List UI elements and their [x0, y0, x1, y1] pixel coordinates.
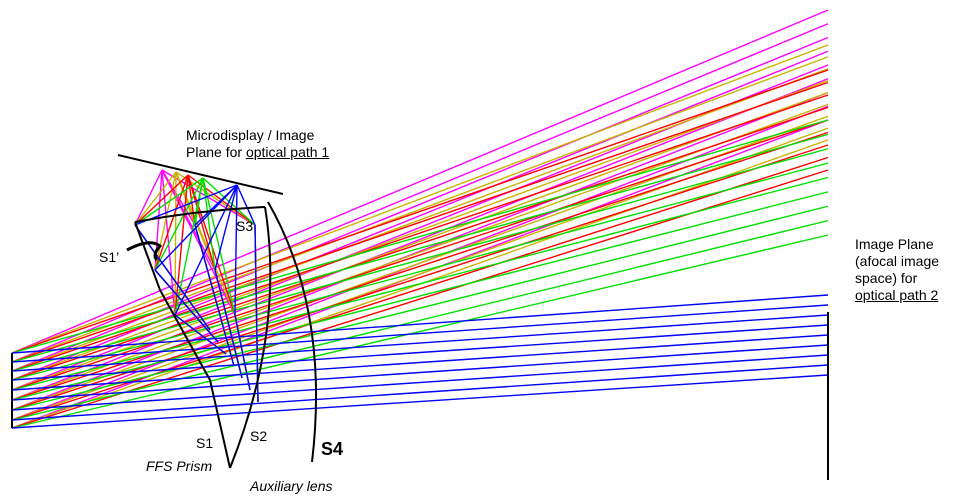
- s1-label: S1: [196, 435, 214, 451]
- ray-display-fold: [194, 224, 235, 367]
- image-plane-label-line1: Image Plane: [855, 236, 934, 252]
- ray-far-2: [11, 131, 829, 401]
- ray-display-fan: [134, 171, 177, 226]
- ray-display-fan: [134, 177, 204, 226]
- ray-far-0: [11, 50, 829, 381]
- s2-label: S2: [250, 428, 268, 444]
- ray-far-1: [11, 44, 829, 354]
- ray-display-fan: [194, 184, 238, 226]
- image-plane-label-line3: space) for: [855, 270, 918, 286]
- ray-far-blue: [11, 294, 829, 354]
- optical-path-1-link: optical path 1: [245, 144, 330, 160]
- ray-display-fan: [174, 174, 189, 316]
- far-field-rays: [11, 9, 829, 429]
- ray-display-fan: [174, 184, 238, 316]
- ray-display-fold: [254, 224, 259, 403]
- ray-far-blue: [11, 374, 829, 429]
- prism-surface-s3: [134, 206, 266, 223]
- ray-display-fan: [134, 169, 163, 226]
- s3-label: S3: [236, 218, 254, 234]
- ray-far-3: [11, 133, 829, 363]
- ray-far-2: [11, 119, 829, 391]
- ray-far-0: [11, 91, 829, 411]
- ray-display-fold: [174, 314, 227, 355]
- auxiliary-lens-label: Auxiliary lens: [250, 478, 333, 494]
- s1-prime-marker: [126, 241, 163, 262]
- ray-display-fan: [202, 177, 216, 271]
- ray-far-3: [11, 219, 829, 421]
- lens-surfaces: [11, 154, 829, 480]
- ffs-prism-label: FFS Prism: [146, 458, 213, 474]
- ray-far-3: [11, 148, 829, 372]
- ray-far-2: [11, 81, 829, 363]
- prism-surface-s1: [134, 221, 231, 469]
- ray-display-fan: [214, 184, 238, 271]
- ray-far-blue: [11, 324, 829, 381]
- ray-far-3: [11, 205, 829, 411]
- auxiliary-lens-surface: [267, 201, 318, 463]
- ray-display-fan: [202, 177, 236, 316]
- ray-display-fan: [174, 171, 177, 316]
- ray-far-3: [11, 234, 829, 429]
- ray-far-1: [11, 79, 829, 381]
- ray-display-fan: [154, 177, 204, 271]
- ray-display-fan: [134, 174, 189, 226]
- ray-display-fan: [234, 184, 238, 316]
- ray-display-fan: [161, 169, 256, 226]
- ray-display-fold: [214, 269, 243, 379]
- ray-display-fan: [154, 171, 177, 271]
- optical-path-2-link: optical path 2: [855, 287, 939, 303]
- ray-far-blue: [11, 344, 829, 401]
- ray-far-3: [11, 191, 829, 401]
- ray-far-blue: [11, 354, 829, 411]
- ray-display-fan: [161, 169, 236, 316]
- s4-label: S4: [321, 439, 344, 459]
- ray-display-fold: [234, 314, 251, 391]
- ray-far-2: [11, 156, 829, 421]
- ray-far-blue: [11, 334, 829, 391]
- ray-far-blue: [11, 314, 829, 372]
- ray-far-2: [11, 69, 829, 354]
- image-plane-label-line2: (afocal image: [855, 253, 940, 269]
- microdisplay-label-prefix: Plane for: [186, 144, 246, 160]
- ray-display-fan: [194, 177, 204, 226]
- image-plane-label: Image Plane (afocal image space) for opt…: [855, 236, 939, 304]
- microdisplay-label-line2: Plane for optical path 1: [186, 144, 329, 161]
- ray-display-fan: [236, 184, 256, 226]
- ray-far-3: [11, 119, 829, 354]
- ray-far-1: [11, 91, 829, 391]
- ray-far-0: [11, 78, 829, 401]
- ray-far-blue: [11, 364, 829, 421]
- ray-far-2: [11, 94, 829, 372]
- ray-far-2: [11, 144, 829, 411]
- prism-surface-s2: [229, 206, 272, 469]
- ray-display-fan: [154, 174, 189, 271]
- ray-far-3: [11, 176, 829, 391]
- ray-far-3: [11, 162, 829, 381]
- microdisplay-label-line1: Microdisplay / Image: [186, 127, 315, 143]
- ray-far-blue: [11, 304, 829, 363]
- microdisplay-plane: [117, 154, 284, 195]
- ray-far-2: [11, 106, 829, 381]
- microdisplay-label: Microdisplay / Image Plane for optical p…: [186, 127, 329, 161]
- ray-far-1: [11, 56, 829, 363]
- ray-far-0: [11, 9, 829, 354]
- ray-display-fold: [154, 269, 219, 343]
- s1-prime-label: S1’: [99, 249, 120, 265]
- ray-far-1: [11, 68, 829, 372]
